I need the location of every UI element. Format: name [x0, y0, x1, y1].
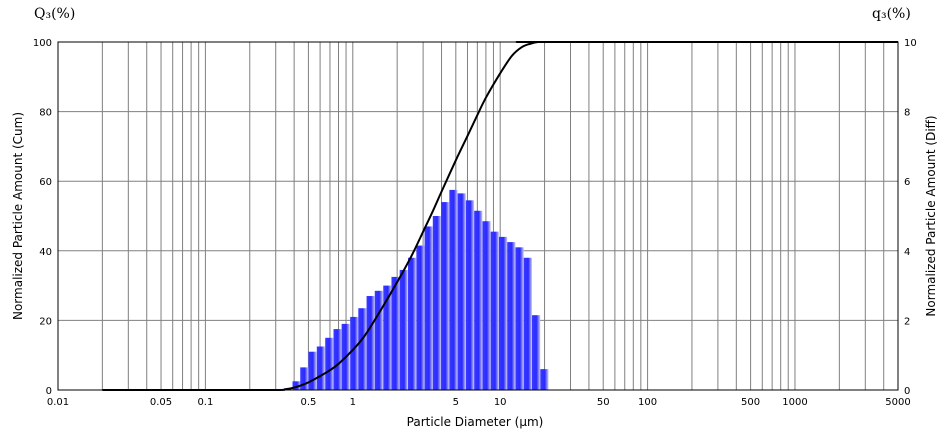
- y-left-tick-label: 40: [39, 247, 52, 258]
- x-tick-label: 0.01: [47, 397, 69, 408]
- histogram-bar: [523, 257, 532, 390]
- histogram-bar: [391, 276, 400, 390]
- y-left-tick-label: 60: [39, 177, 52, 188]
- left-y-tick-labels: 0 20 40 60 80 100: [33, 38, 52, 397]
- y-right-tick-label: 6: [904, 177, 910, 188]
- histogram-bar: [333, 329, 342, 390]
- x-tick-label: 500: [741, 397, 760, 408]
- y-left-tick-label: 100: [33, 38, 52, 49]
- histogram-bar: [441, 202, 450, 390]
- histogram-bar: [449, 189, 458, 390]
- histogram-bar: [465, 200, 475, 390]
- x-tick-label: 50: [597, 397, 610, 408]
- histogram-bar: [507, 242, 516, 390]
- histogram-bar: [490, 231, 499, 390]
- x-tick-label: 100: [638, 397, 657, 408]
- histogram-bar: [482, 221, 491, 390]
- y-right-tick-label: 8: [904, 108, 910, 119]
- x-tick-label: 0.1: [197, 397, 213, 408]
- histogram-bar: [408, 257, 417, 390]
- corner-label-left: Q₃(%): [34, 6, 75, 22]
- histogram-bar: [457, 193, 466, 390]
- histogram-bar: [432, 216, 441, 390]
- cumulative-curve: [102, 40, 898, 392]
- histogram-bar: [532, 315, 541, 390]
- histogram-bar: [424, 226, 433, 390]
- x-tick-label: 1: [350, 397, 356, 408]
- y-left-tick-label: 80: [39, 108, 52, 119]
- y-axis-title-right: Normalized Particle Amount (Diff): [924, 115, 938, 316]
- y-axis-title-left: Normalized Particle Amount (Cum): [11, 112, 25, 320]
- corner-label-right: q₃(%): [872, 6, 911, 22]
- histogram-bar: [325, 337, 334, 390]
- histogram-bar: [416, 245, 425, 390]
- histogram-bar: [292, 381, 301, 390]
- x-tick-label: 1000: [782, 397, 807, 408]
- histogram-bar: [515, 247, 524, 390]
- x-tick-label: 0.5: [300, 397, 316, 408]
- x-tick-label: 0.05: [150, 397, 172, 408]
- plot-frame: [57, 41, 899, 391]
- histogram-bar: [350, 316, 359, 390]
- y-right-tick-label: 4: [904, 247, 910, 258]
- y-right-tick-label: 2: [904, 316, 910, 327]
- histogram-bar: [383, 285, 392, 390]
- y-left-tick-label: 0: [46, 386, 52, 397]
- histogram-bar: [300, 367, 309, 390]
- histogram-bar: [498, 236, 508, 390]
- histogram-bar: [308, 351, 317, 390]
- y-right-tick-label: 10: [904, 38, 917, 49]
- x-tick-label: 10: [494, 397, 507, 408]
- histogram-bar: [474, 210, 483, 390]
- histogram-bar: [316, 346, 325, 390]
- histogram-bar: [399, 269, 408, 390]
- right-y-tick-labels: 0 2 4 6 8 10: [904, 38, 917, 397]
- x-tick-label: 5000: [885, 397, 910, 408]
- y-right-tick-label: 0: [904, 386, 910, 397]
- x-tick-labels: 0.01 0.05 0.1 0.5 1 5 10 50 100 500 1000 5000: [47, 397, 911, 408]
- x-tick-label: 5: [453, 397, 459, 408]
- histogram-bar: [374, 290, 383, 390]
- x-axis-title: Particle Diameter (μm): [407, 415, 544, 429]
- histogram-bar: [540, 369, 549, 390]
- y-left-tick-label: 20: [39, 316, 52, 327]
- histogram-bar: [366, 296, 375, 390]
- histogram-bar: [358, 308, 367, 390]
- histogram-bars: [283, 189, 549, 390]
